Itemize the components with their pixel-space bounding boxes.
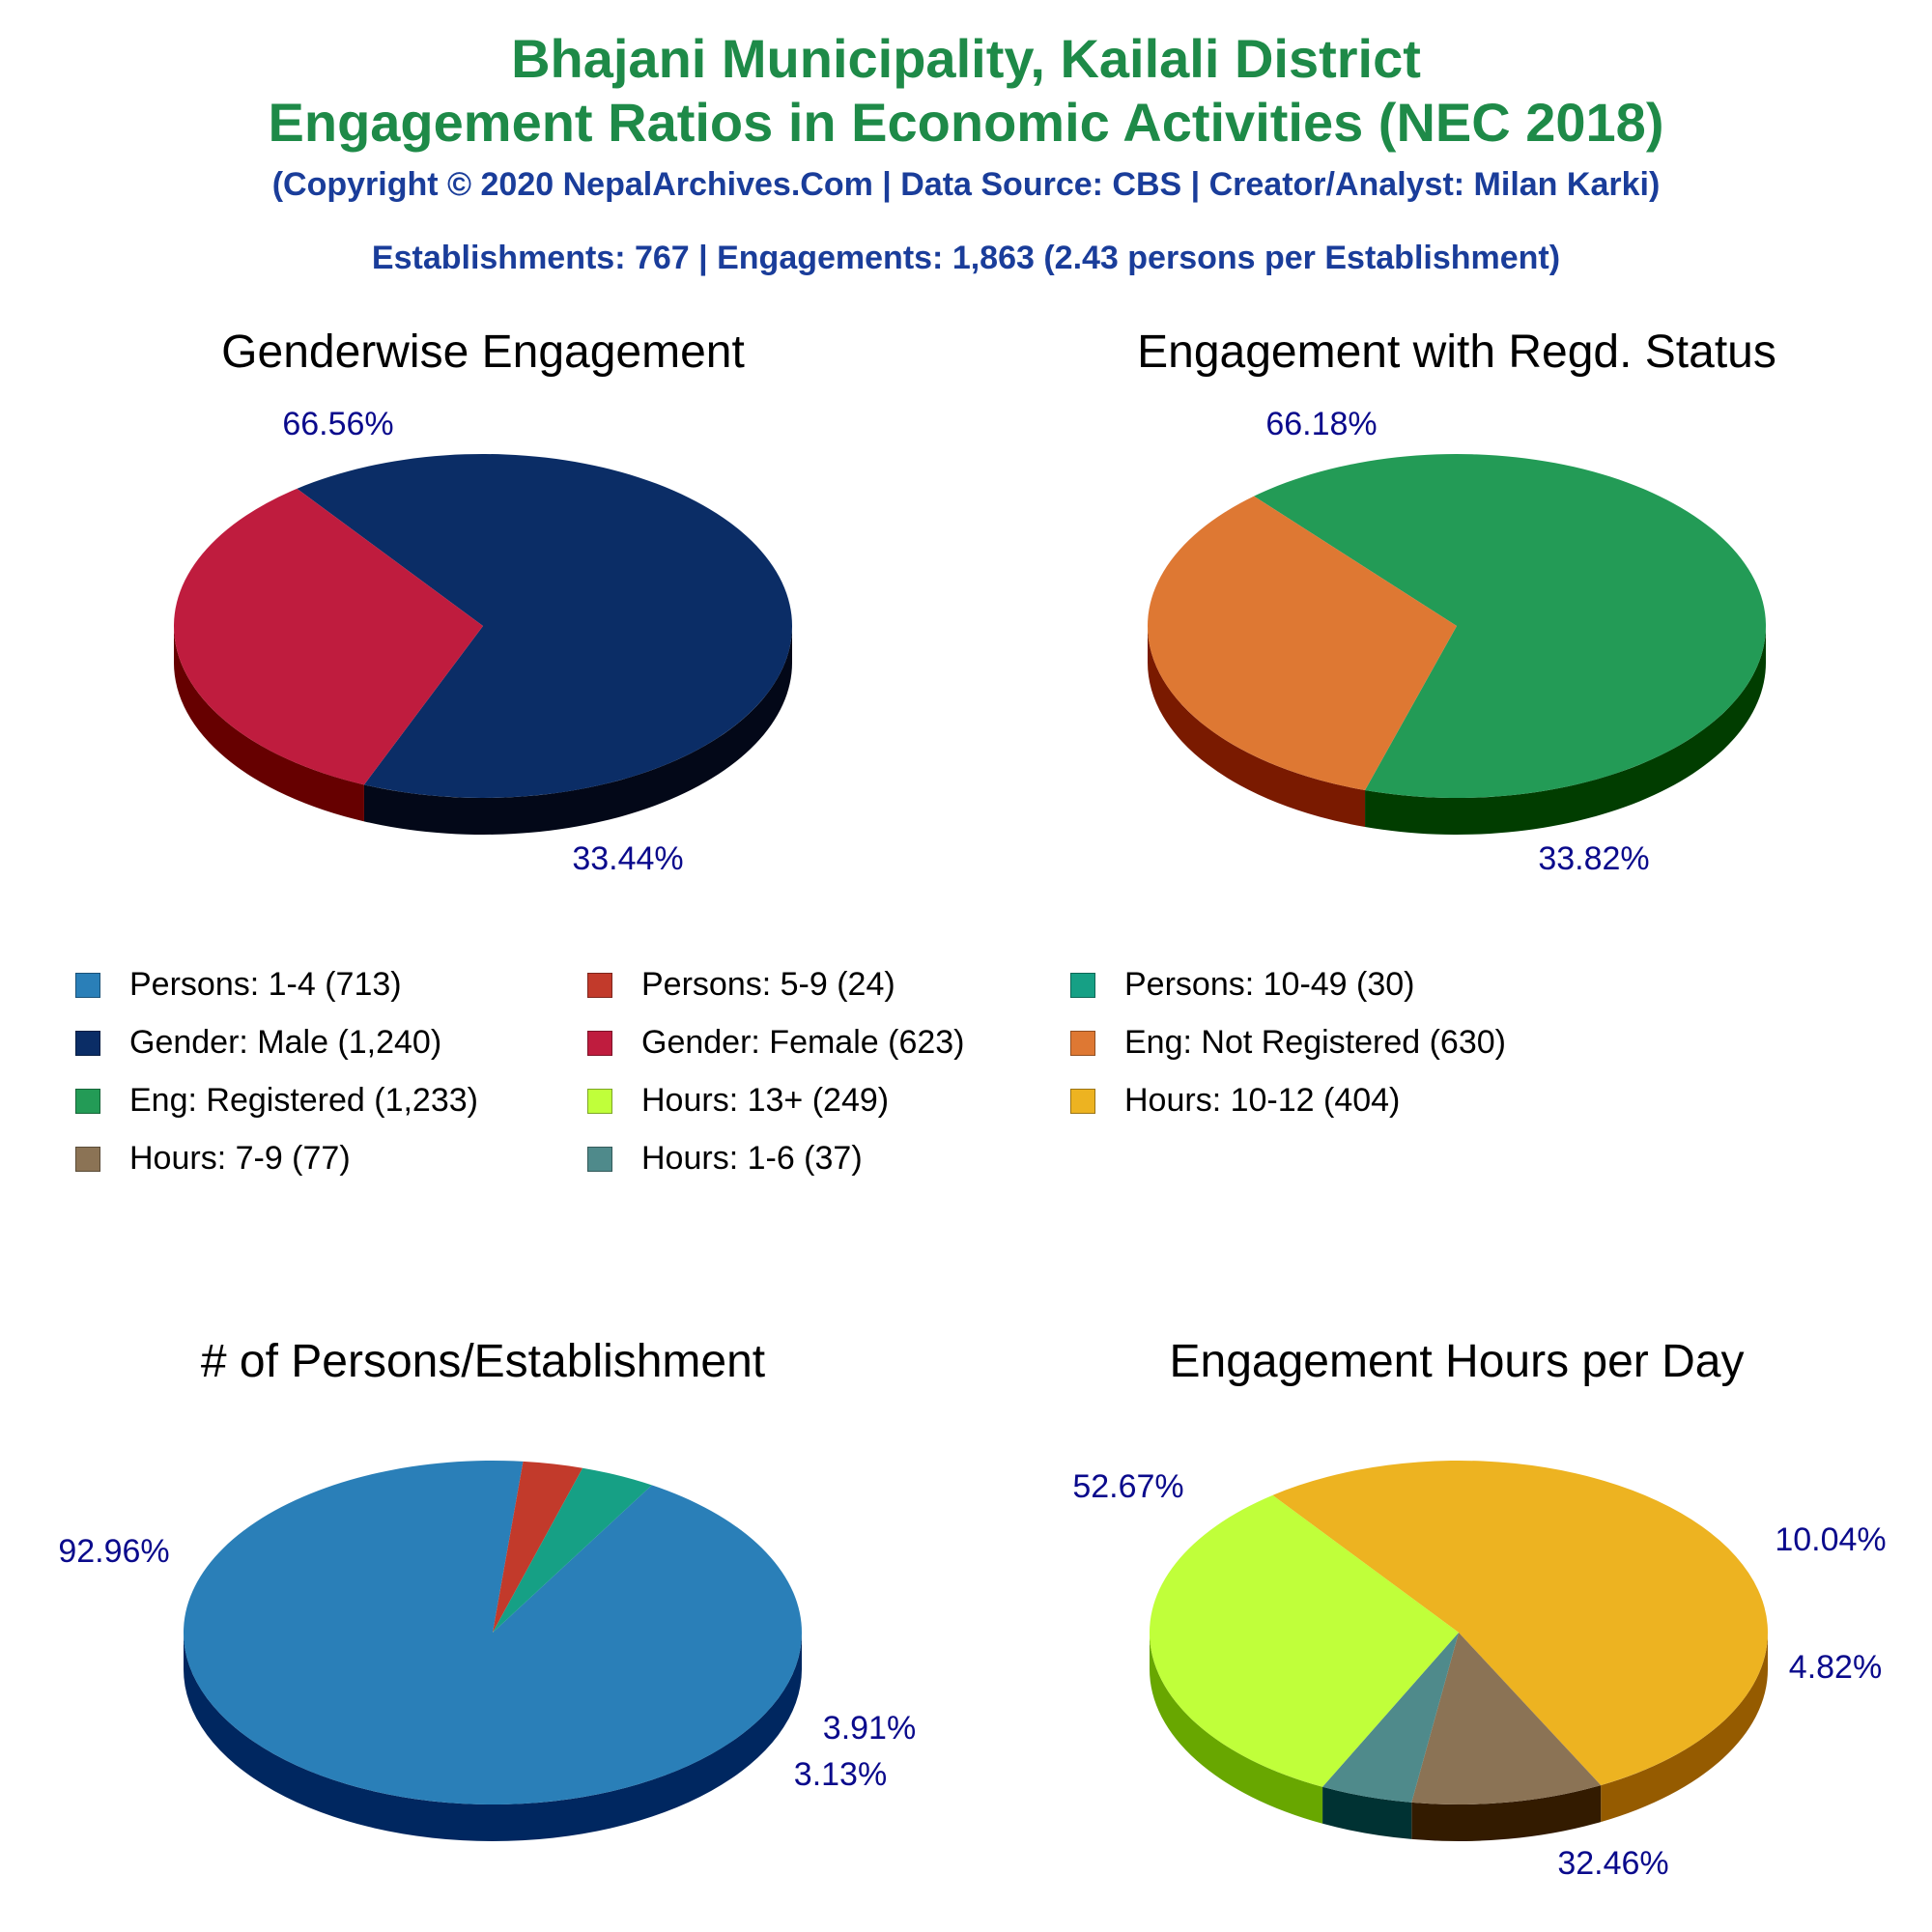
pie-slice: [493, 1461, 583, 1633]
legend-swatch: [1070, 972, 1095, 998]
pie-slice: [1272, 1461, 1768, 1786]
legend-label: Gender: Male (1,240): [129, 1024, 442, 1061]
pie-slice: [1411, 1633, 1602, 1805]
pie-slice: [173, 488, 483, 785]
legend-item: Eng: Not Registered (630): [1070, 1024, 1506, 1062]
pie-title: Engagement Hours per Day: [1170, 1336, 1745, 1387]
legend-item: Persons: 10-49 (30): [1070, 966, 1415, 1004]
pie-title: Genderwise Engagement: [221, 327, 745, 378]
legend-label: Persons: 10-49 (30): [1124, 966, 1415, 1003]
legend-label: Eng: Registered (1,233): [129, 1082, 478, 1119]
pie-side-wall: [1322, 1786, 1412, 1839]
pie-title: Engagement with Regd. Status: [1137, 327, 1776, 378]
legend-item: Hours: 10-12 (404): [1070, 1082, 1400, 1120]
pie-slice: [493, 1467, 652, 1633]
main-title-line1: Bhajani Municipality, Kailali District: [511, 28, 1421, 89]
legend-item: Hours: 1-6 (37): [587, 1140, 863, 1178]
pie-chart-4: Engagement Hours per Day 52.67% 10.04% 4.82…: [1072, 1336, 1886, 1882]
pie-side-wall: [1150, 1633, 1323, 1824]
legend-swatch: [75, 1146, 100, 1172]
pie-percent-label: 32.46%: [1557, 1845, 1668, 1882]
pie-slice: [1148, 496, 1457, 790]
pie-side-wall: [1365, 626, 1766, 835]
main-title-line2: Engagement Ratios in Economic Activities…: [268, 92, 1664, 153]
legend-item: Gender: Male (1,240): [75, 1024, 441, 1062]
legend-swatch: [587, 1146, 612, 1172]
pie-percent-label: 52.67%: [1072, 1468, 1183, 1505]
establishment-stats: Establishments: 767 | Engagements: 1,863…: [371, 240, 1561, 276]
legend-label: Eng: Not Registered (630): [1124, 1024, 1506, 1061]
legend-label: Gender: Female (623): [641, 1024, 965, 1061]
pie-percent-label: 66.18%: [1265, 406, 1377, 442]
legend-item: Persons: 5-9 (24): [587, 966, 895, 1004]
pie-slice: [297, 454, 792, 799]
pie-percent-label: 33.44%: [572, 840, 683, 877]
pie-chart-2: Engagement with Regd. Status 66.18% 33.82%: [1137, 327, 1776, 877]
copyright-line: (Copyright © 2020 NepalArchives.Com | Da…: [271, 166, 1661, 203]
pie-percent-label: 3.91%: [823, 1710, 916, 1747]
pie-side-wall: [1411, 1785, 1602, 1841]
pie-percent-label: 66.56%: [282, 406, 393, 442]
legend-swatch: [1070, 1030, 1095, 1056]
legend-label: Hours: 1-6 (37): [641, 1140, 863, 1177]
pie-percent-label: 4.82%: [1789, 1649, 1882, 1686]
legend-label: Hours: 13+ (249): [641, 1082, 890, 1119]
legend-item: Hours: 13+ (249): [587, 1082, 889, 1120]
pie-side-wall: [174, 626, 364, 822]
legend-swatch: [587, 972, 612, 998]
pie-percent-label: 92.96%: [58, 1533, 169, 1570]
legend-item: Eng: Registered (1,233): [75, 1082, 478, 1120]
pie-side-wall: [184, 1633, 802, 1841]
pie-percent-label: 10.04%: [1775, 1521, 1886, 1558]
pie-slice: [1254, 454, 1766, 799]
pie-side-wall: [363, 626, 792, 835]
legend-item: Persons: 1-4 (713): [75, 966, 402, 1004]
pie-title: # of Persons/Establishment: [201, 1336, 765, 1387]
pie-slice: [1322, 1633, 1459, 1803]
legend-swatch: [587, 1088, 612, 1114]
legend-swatch: [75, 1088, 100, 1114]
pie-percent-label: 3.13%: [794, 1756, 887, 1793]
legend-label: Persons: 1-4 (713): [129, 966, 402, 1003]
legend-item: Hours: 7-9 (77): [75, 1140, 351, 1178]
pie-chart-3: # of Persons/Establishment 92.96% 3.13% 3.9…: [58, 1336, 916, 1841]
legend-swatch: [75, 1030, 100, 1056]
legend-item: Gender: Female (623): [587, 1024, 965, 1062]
pie-chart-1: Genderwise Engagement 66.56% 33.44%: [173, 327, 792, 877]
legend-label: Hours: 10-12 (404): [1124, 1082, 1401, 1119]
legend-swatch: [75, 972, 100, 998]
legend-swatch: [1070, 1088, 1095, 1114]
legend-swatch: [587, 1030, 612, 1056]
pie-side-wall: [1147, 626, 1366, 827]
pie-slice: [183, 1461, 802, 1804]
pie-slice: [1149, 1494, 1459, 1787]
legend-label: Hours: 7-9 (77): [129, 1140, 351, 1177]
pie-side-wall: [1601, 1633, 1768, 1823]
pie-percent-label: 33.82%: [1538, 840, 1649, 877]
legend-label: Persons: 5-9 (24): [641, 966, 895, 1003]
